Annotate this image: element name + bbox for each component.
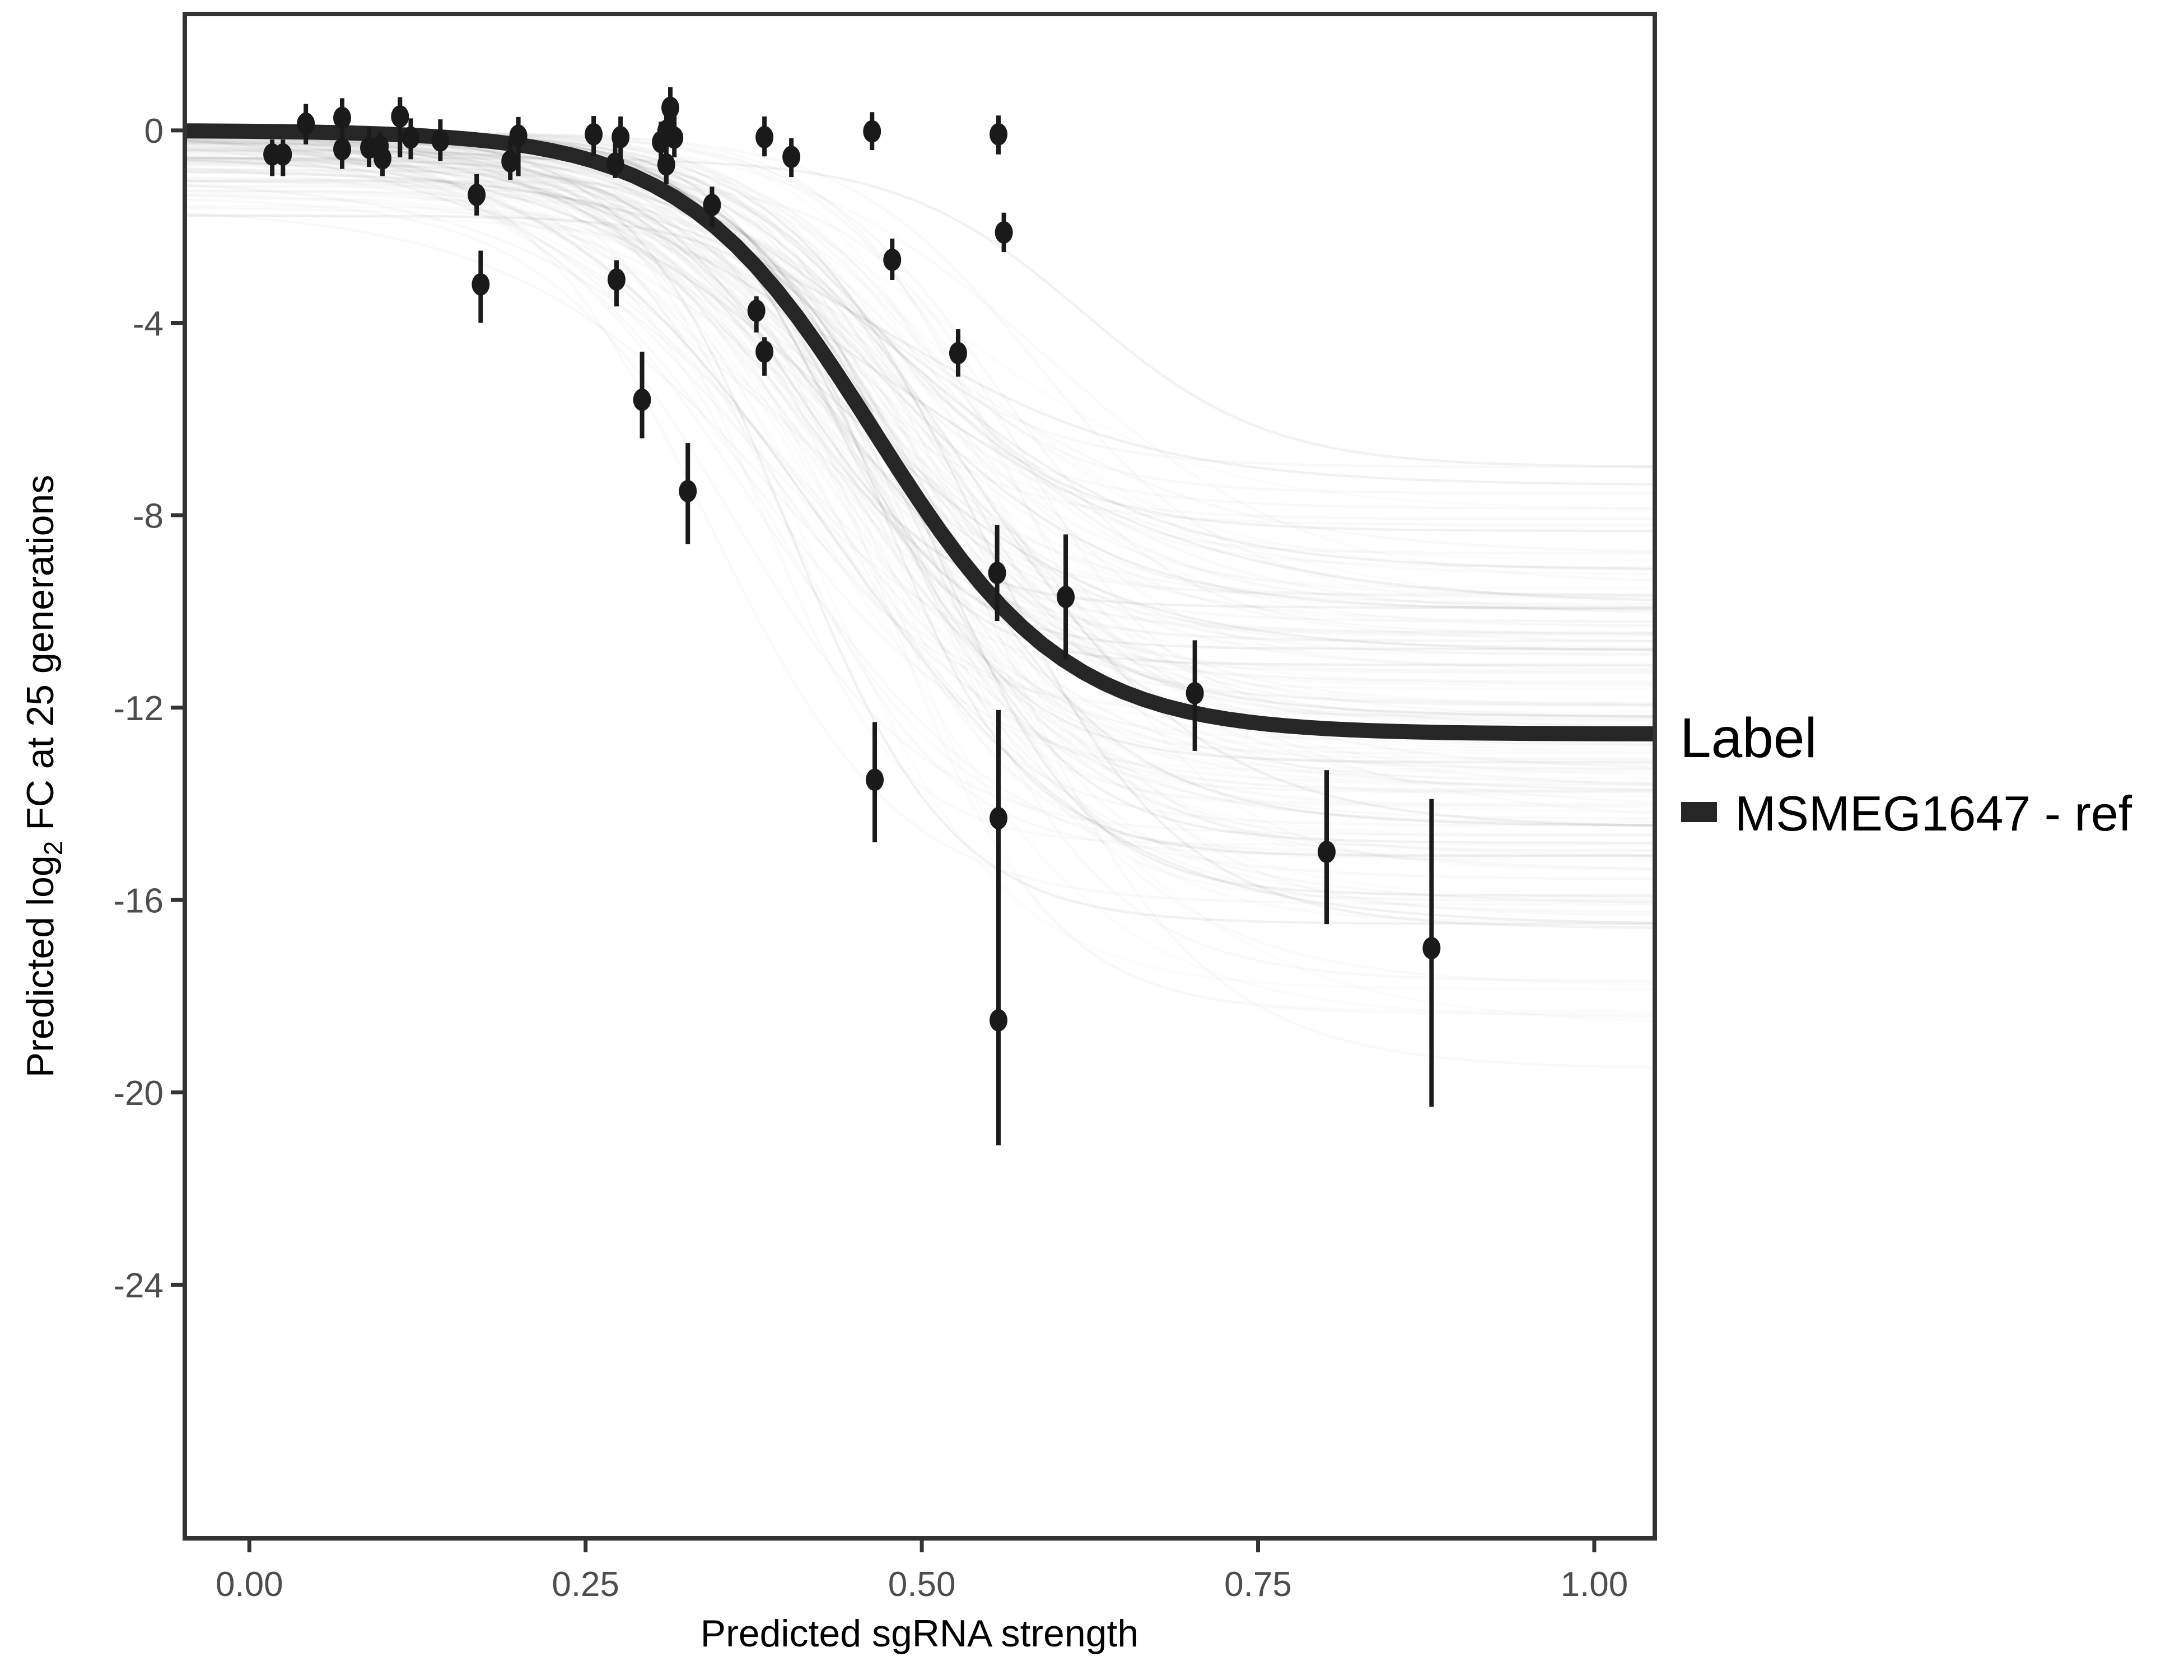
x-axis-title: Predicted sgRNA strength [701,1612,1138,1655]
y-tick-label: -12 [113,689,164,728]
y-axis-title-sub: 2 [39,841,68,856]
posterior-draw-line [185,158,1655,609]
data-point [883,248,902,271]
data-point [606,152,624,175]
data-point [509,124,528,147]
data-point [1317,841,1336,864]
data-point [1057,586,1075,609]
y-tick-label: 0 [144,112,164,151]
data-point [949,342,967,365]
x-tick-label: 1.00 [1561,1565,1628,1604]
posterior-draw-line [185,135,1655,769]
data-point [585,123,603,146]
legend: Label MSMEG1647 - ref [1680,707,2132,841]
data-point [274,143,292,166]
y-axis-ticks: 0 -4 -8 -12 -16 -20 -24 [113,112,185,1305]
y-tick-label: -20 [113,1074,164,1113]
data-point [989,123,1007,146]
panel-border [183,12,1657,1541]
data-point [989,807,1007,830]
reference-curve [185,123,1655,741]
y-tick-label: -8 [133,497,164,535]
data-point [333,138,351,161]
x-tick-label: 0.00 [216,1565,283,1604]
data-point [995,221,1013,244]
data-point [402,126,420,149]
data-point [431,129,450,152]
y-axis-title: Predicted log2 FC at 25 generations [19,475,68,1077]
data-point [755,340,774,363]
data-point [297,112,315,135]
posterior-draw-line [185,134,1655,571]
data-point [501,150,520,172]
y-axis-title-post: FC at 25 generations [19,475,62,841]
data-point [782,146,801,169]
x-tick-label: 0.75 [1224,1565,1292,1604]
data-point [989,1009,1007,1032]
posterior-draw-line [185,133,1655,718]
data-point [665,126,684,149]
data-point [633,388,651,411]
data-point [607,268,626,291]
posterior-draw-line [185,159,1655,652]
posterior-draw-line [185,139,1655,925]
data-point [661,96,679,119]
posterior-draw-line [185,150,1655,844]
data-point [657,153,675,176]
x-axis-ticks: 0.00 0.25 0.50 0.75 1.00 [216,1538,1628,1604]
data-point [703,194,721,217]
legend-title: Label [1680,707,1817,769]
x-tick-label: 0.25 [552,1565,619,1604]
posterior-draw-line [185,170,1655,654]
data-point [988,562,1006,585]
data-point [468,183,486,206]
posterior-draw-line [185,141,1655,611]
data-point [866,768,884,791]
data-point [333,106,351,129]
data-point [391,105,409,128]
x-tick-label: 0.50 [888,1565,956,1604]
posterior-draw-line [185,156,1655,468]
posterior-draw-line [185,139,1655,601]
data-point [863,120,881,143]
legend-item-label: MSMEG1647 - ref [1735,786,2132,841]
data-point [612,125,630,148]
legend-key-line [1681,802,1717,822]
y-tick-label: -16 [113,881,164,920]
y-tick-label: -24 [113,1267,164,1305]
posterior-draw-line [185,170,1655,486]
data-point [1186,682,1204,704]
data-point [472,273,490,296]
data-point [374,147,392,170]
data-point [1422,937,1441,960]
y-tick-label: -4 [133,305,164,343]
data-point [755,125,774,148]
y-axis-title-pre: Predicted log [19,855,62,1077]
points-group [263,87,1441,1146]
data-point [747,299,766,322]
data-point [679,480,697,503]
posterior-lines-group [185,131,1655,929]
